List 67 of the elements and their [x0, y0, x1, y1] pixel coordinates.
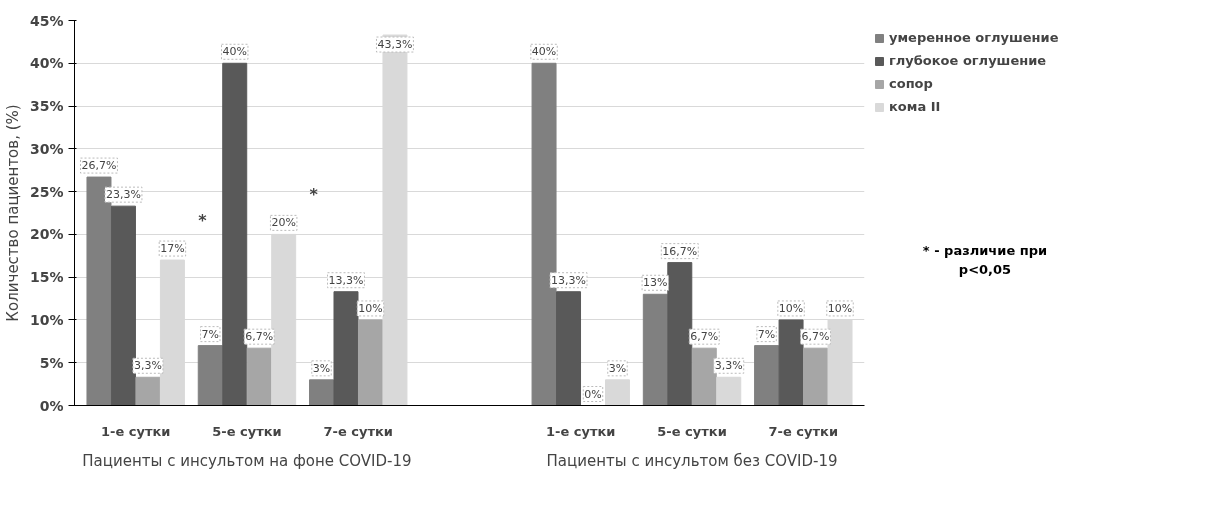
bar: [135, 376, 161, 406]
bar: [716, 376, 742, 406]
bar: [556, 291, 582, 406]
bar: [357, 319, 383, 406]
bar: [803, 347, 829, 406]
data-label: 40%: [222, 45, 247, 59]
bar: [246, 347, 272, 406]
y-tick-label: 30%: [29, 140, 64, 157]
data-label: 0%: [584, 387, 602, 401]
data-label: 16,7%: [662, 244, 698, 258]
data-label: 7%: [201, 327, 219, 341]
bar: [309, 379, 335, 406]
data-label: 3,3%: [133, 359, 162, 373]
text: Пациенты с инсультом на фоне COVID-19: [82, 451, 412, 470]
annotation: *: [198, 211, 208, 231]
data-label: 6,7%: [690, 330, 719, 344]
data-label: 17%: [160, 242, 185, 256]
x-tick-label: 1-е сутки: [100, 423, 171, 439]
data-label: 3,3%: [714, 359, 743, 373]
bar: [604, 379, 630, 406]
data-label: 13,3%: [551, 273, 587, 287]
y-axis-title: Количество пациентов, (%): [3, 104, 22, 322]
legend-label: сопор: [889, 76, 933, 91]
bar: [778, 319, 804, 406]
data-label: 43,3%: [377, 38, 413, 52]
bar: [222, 62, 248, 406]
data-label: 3%: [608, 361, 627, 375]
data-label: 3%: [312, 361, 331, 375]
bar: [642, 293, 668, 406]
data-label: 10%: [358, 301, 383, 315]
y-tick-label: 5%: [39, 354, 64, 371]
text: Пациенты с инсультом без COVID-19: [546, 451, 838, 470]
x-tick-label: 5-е сутки: [212, 423, 282, 439]
x-tick-label: 1-е сутки: [546, 423, 616, 439]
bar: [110, 205, 136, 406]
y-tick-label: 25%: [29, 183, 64, 200]
data-label: 10%: [778, 301, 804, 315]
bar: [667, 262, 693, 406]
data-label: 20%: [271, 216, 296, 230]
bar: [333, 291, 359, 406]
data-label: 10%: [827, 301, 853, 315]
annotation: *: [309, 185, 319, 205]
y-tick-label: 45%: [29, 12, 64, 29]
y-tick-label: 15%: [29, 269, 64, 286]
bar: [197, 345, 223, 406]
bar: [691, 347, 717, 406]
x-tick-label: 5-е сутки: [657, 423, 727, 439]
data-label: 6,7%: [801, 330, 830, 344]
x-tick-label: 7-е сутки: [768, 423, 839, 439]
data-label: 13%: [643, 276, 668, 290]
data-label: 7%: [757, 327, 776, 341]
data-label: 23,3%: [105, 188, 141, 202]
data-label: 13,3%: [328, 273, 364, 287]
data-label: 40%: [531, 45, 557, 59]
x-tick-label: 7-е сутки: [323, 423, 393, 439]
bar: [754, 345, 780, 406]
y-tick-label: 20%: [29, 226, 64, 243]
y-tick-label: 35%: [29, 98, 64, 115]
y-tick-label: 10%: [29, 311, 64, 328]
data-label: 26,7%: [81, 159, 117, 173]
legend-label: умеренное оглушение: [889, 30, 1059, 45]
text: * - различие при p<0,05: [921, 242, 1049, 279]
y-tick-label: 0%: [39, 397, 64, 414]
legend-label: кома II: [889, 99, 941, 114]
y-tick-label: 40%: [29, 55, 64, 72]
data-label: 6,7%: [245, 330, 274, 344]
legend-label: глубокое оглушение: [889, 53, 1047, 68]
